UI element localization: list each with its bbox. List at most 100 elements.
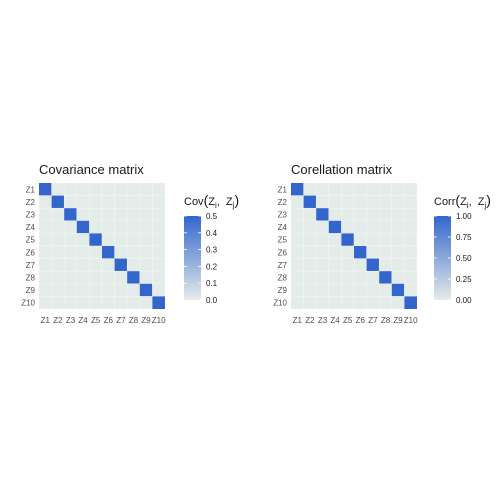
cov-cell-Z5-Z10 <box>152 233 166 247</box>
cov-legend-tick-label: 0.1 <box>206 279 218 288</box>
corr-cell-Z3-Z9 <box>391 207 405 222</box>
corr-cell-Z5-Z6 <box>353 233 367 247</box>
cov-y-tick-label: Z6 <box>26 248 36 257</box>
cov-cell-Z5-Z5 <box>89 233 102 246</box>
cov-cell-Z8-Z8 <box>127 271 140 284</box>
corr-cell-Z1-Z5 <box>341 182 355 196</box>
cov-cell-Z1-Z5 <box>89 182 103 196</box>
corr-x-tick-label: Z8 <box>381 316 391 325</box>
corr-legend-a-sub: i <box>466 201 469 211</box>
corr-cell-Z5-Z8 <box>378 233 393 247</box>
cov-cell-Z8-Z10 <box>152 270 166 285</box>
cov-y-tick-label: Z9 <box>26 286 36 295</box>
corr-cell-Z4-Z4 <box>328 220 342 234</box>
cov-cell-Z6-Z8 <box>126 245 141 259</box>
corr-cell-Z9-Z10 <box>404 283 418 297</box>
corr-cell-Z10-Z2 <box>303 296 317 310</box>
corr-cell-Z3-Z2 <box>303 207 317 222</box>
cov-x-tick-label: Z5 <box>91 316 101 325</box>
cov-cell-Z10-Z9 <box>139 296 153 310</box>
corr-cell-Z1-Z10 <box>404 182 418 196</box>
cov-legend-a: Z <box>208 196 215 208</box>
cov-y-tick-label: Z3 <box>26 211 36 220</box>
cov-legend-colorbar <box>184 216 201 300</box>
cov-legend-tick-label: 0.0 <box>206 296 218 305</box>
corr-cell-Z5-Z3 <box>315 233 330 247</box>
cov-legend-b-sub: j <box>232 201 235 211</box>
cov-cell-Z4-Z7 <box>114 220 128 234</box>
cov-cell-Z8-Z5 <box>89 270 103 285</box>
corr-cell-Z1-Z9 <box>391 182 405 196</box>
corr-cell-Z10-Z10 <box>404 296 417 309</box>
cov-cell-Z5-Z1 <box>38 233 52 247</box>
corr-cell-Z3-Z8 <box>378 207 393 222</box>
corr-cell-Z9-Z9 <box>391 283 405 297</box>
corr-cell-Z7-Z1 <box>290 258 304 272</box>
corr-cell-Z5-Z7 <box>366 233 380 247</box>
cov-cell-Z2-Z7 <box>114 195 128 209</box>
cov-cell-Z9-Z9 <box>139 283 153 297</box>
corr-cell-Z7-Z6 <box>353 258 367 272</box>
cov-legend-title: Cov(Zi, Zj) <box>184 192 240 211</box>
corr-cell-Z5-Z4 <box>328 233 342 247</box>
cov-y-tick-label: Z4 <box>26 223 36 232</box>
corr-cell-Z6-Z9 <box>391 245 405 259</box>
corr-cell-Z6-Z10 <box>404 245 418 259</box>
cov-cell-Z7-Z8 <box>126 258 141 272</box>
corr-cell-Z3-Z3 <box>316 208 329 221</box>
cov-y-tick-label: Z1 <box>26 185 36 194</box>
cov-cell-Z4-Z5 <box>89 220 103 234</box>
cov-cell-Z2-Z9 <box>139 195 153 209</box>
cov-cell-Z1-Z10 <box>152 182 166 196</box>
cov-cell-Z2-Z10 <box>152 195 166 209</box>
cov-x-tick-label: Z6 <box>104 316 114 325</box>
cov-cell-Z9-Z10 <box>152 283 166 297</box>
corr-cell-Z4-Z1 <box>290 220 304 234</box>
corr-cell-Z9-Z8 <box>378 283 393 297</box>
cov-cell-Z7-Z4 <box>76 258 90 272</box>
cov-cell-Z6-Z2 <box>51 245 65 259</box>
cov-cell-Z1-Z9 <box>139 182 153 196</box>
cov-cell-Z3-Z10 <box>152 207 166 222</box>
cov-cell-Z8-Z7 <box>114 270 128 285</box>
cov-y-tick-label: Z5 <box>26 236 36 245</box>
cov-cell-Z1-Z6 <box>101 182 115 196</box>
corr-legend-title: Corr(Zi, Zj) <box>434 192 491 211</box>
corr-cell-Z2-Z2 <box>303 195 317 209</box>
cov-x-tick-label: Z3 <box>66 316 76 325</box>
corr-cell-Z8-Z7 <box>366 270 380 285</box>
cov-cell-Z8-Z1 <box>38 270 52 285</box>
cov-cell-Z9-Z6 <box>101 283 115 297</box>
corr-cell-Z10-Z4 <box>328 296 342 310</box>
cov-cell-Z4-Z2 <box>51 220 65 234</box>
corr-x-tick-label: Z6 <box>356 316 366 325</box>
corr-cell-Z7-Z5 <box>341 258 355 272</box>
cov-cell-Z6-Z3 <box>63 245 78 259</box>
corr-cell-Z2-Z1 <box>290 195 304 209</box>
cov-cell-Z7-Z7 <box>114 258 128 272</box>
corr-x-tick-label: Z5 <box>343 316 353 325</box>
corr-cell-Z10-Z1 <box>290 296 304 310</box>
corr-cell-Z7-Z10 <box>404 258 418 272</box>
cov-cell-Z5-Z7 <box>114 233 128 247</box>
corr-cell-Z10-Z5 <box>341 296 355 310</box>
corr-cell-Z8-Z9 <box>391 270 405 285</box>
cov-cell-Z2-Z5 <box>89 195 103 209</box>
corr-x-tick-label: Z9 <box>393 316 403 325</box>
cov-cell-Z10-Z5 <box>89 296 103 310</box>
cov-cell-Z5-Z8 <box>126 233 141 247</box>
corr-cell-Z6-Z8 <box>378 245 393 259</box>
corr-cell-Z7-Z3 <box>315 258 330 272</box>
cov-cell-Z10-Z1 <box>38 296 52 310</box>
corr-legend-tick-label: 0.50 <box>456 254 472 263</box>
cov-cell-Z2-Z2 <box>51 195 65 209</box>
cov-cell-Z3-Z5 <box>89 207 103 222</box>
cov-cell-Z2-Z3 <box>63 195 78 209</box>
corr-cell-Z5-Z10 <box>404 233 418 247</box>
corr-cell-Z4-Z8 <box>378 220 393 234</box>
cov-cell-Z1-Z3 <box>63 182 78 196</box>
cov-cell-Z1-Z1 <box>39 183 52 196</box>
corr-cell-Z9-Z4 <box>328 283 342 297</box>
corr-y-tick-label: Z7 <box>278 261 288 270</box>
corr-cell-Z1-Z4 <box>328 182 342 196</box>
